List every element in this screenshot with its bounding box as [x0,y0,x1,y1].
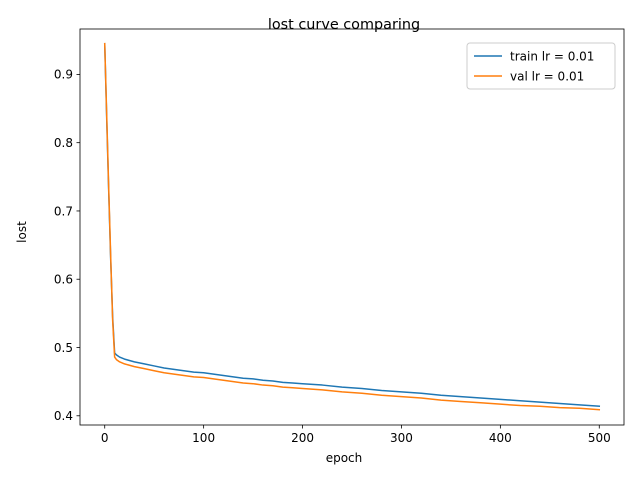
y-tick-label: 0.5 [54,341,73,355]
y-tick-label: 0.6 [54,273,73,287]
x-tick-label: 400 [489,431,512,445]
x-axis-label: epoch [326,451,363,465]
x-tick-label: 500 [588,431,611,445]
plot-frame [79,28,625,426]
y-tick-label: 0.8 [54,136,73,150]
legend-label-train: train lr = 0.01 [510,49,594,63]
y-tick-label: 0.4 [54,409,73,423]
x-tick-label: 0 [101,431,109,445]
x-tick-label: 200 [291,431,314,445]
y-tick-label: 0.7 [54,204,73,218]
y-tick-label: 0.9 [54,68,73,82]
x-axis-ticks: 0 100 200 300 400 500 [101,425,611,445]
y-axis-ticks: 0.4 0.5 0.6 0.7 0.8 0.9 [54,68,80,423]
y-axis-label: lost [15,221,29,243]
series-line-val [103,42,601,411]
chart-title: lost curve comparing [268,17,420,33]
legend-label-val: val lr = 0.01 [510,69,584,83]
x-tick-label: 300 [390,431,413,445]
legend: train lr = 0.01 val lr = 0.01 [466,42,616,90]
legend-box [466,42,616,90]
series-layer [103,42,601,411]
series-line-train [103,42,601,408]
x-tick-label: 100 [192,431,215,445]
